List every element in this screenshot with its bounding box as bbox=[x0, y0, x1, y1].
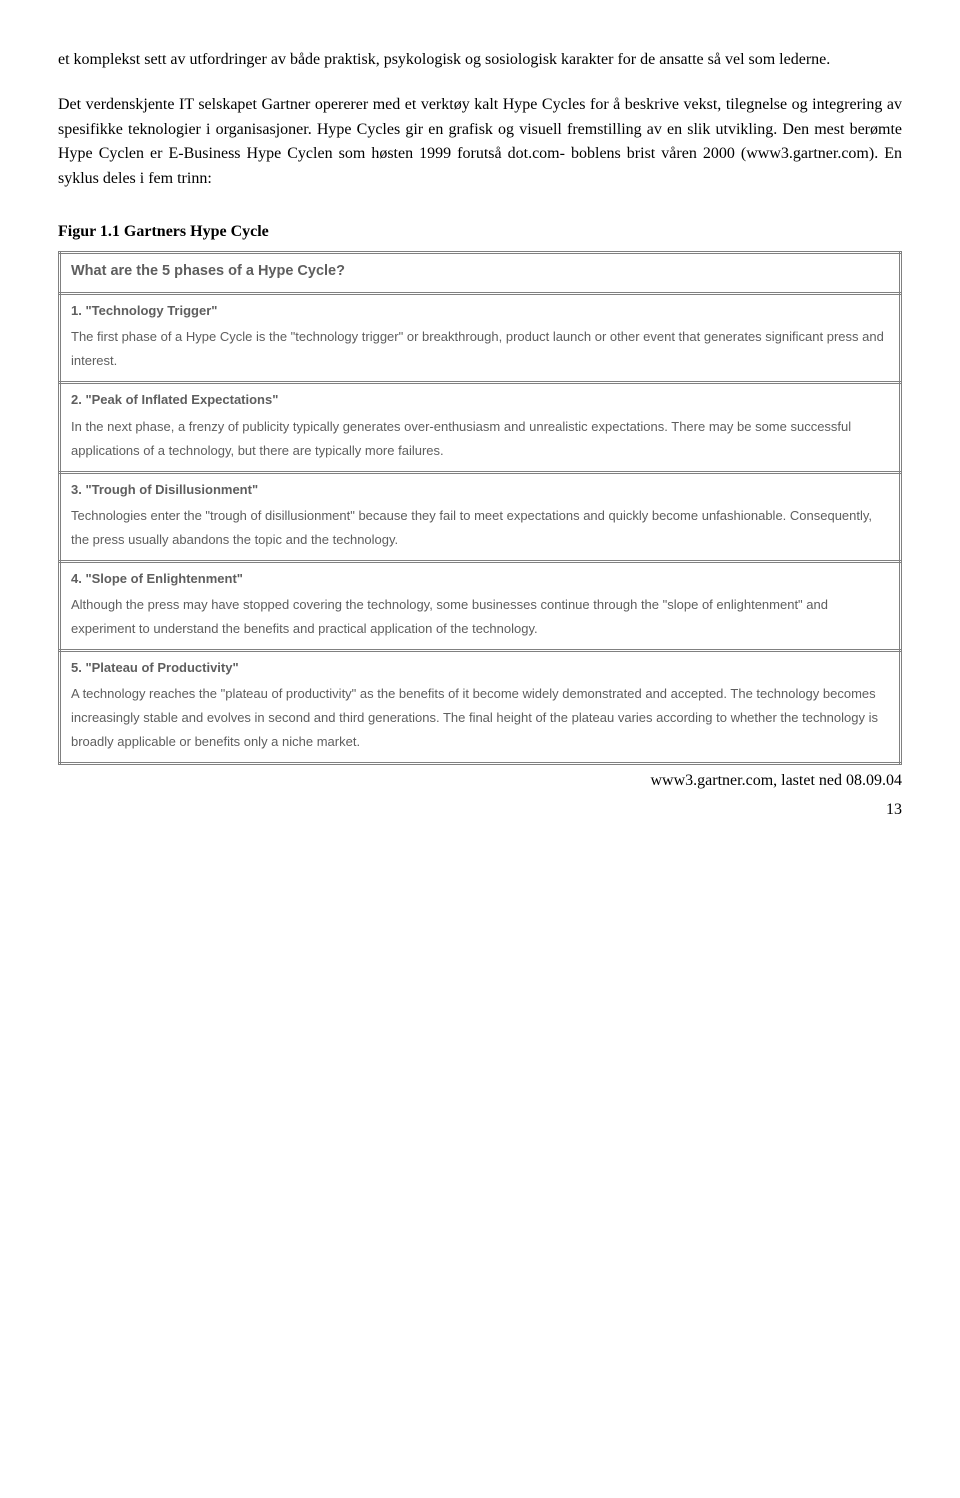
source-footer: www3.gartner.com, lastet ned 08.09.04 bbox=[58, 769, 902, 794]
phase-body: The first phase of a Hype Cycle is the "… bbox=[71, 325, 889, 373]
table-header: What are the 5 phases of a Hype Cycle? bbox=[71, 260, 889, 282]
intro-paragraph-1: et komplekst sett av utfordringer av båd… bbox=[58, 48, 902, 73]
phase-body: A technology reaches the "plateau of pro… bbox=[71, 682, 889, 754]
table-row: 5. "Plateau of Productivity" A technolog… bbox=[60, 651, 901, 764]
phase-body: In the next phase, a frenzy of publicity… bbox=[71, 415, 889, 463]
phase-title: 4. "Slope of Enlightenment" bbox=[71, 569, 889, 589]
table-row: 3. "Trough of Disillusionment" Technolog… bbox=[60, 472, 901, 561]
table-row: 4. "Slope of Enlightenment" Although the… bbox=[60, 561, 901, 650]
phase-title: 5. "Plateau of Productivity" bbox=[71, 658, 889, 678]
phase-title: 3. "Trough of Disillusionment" bbox=[71, 480, 889, 500]
table-row: 1. "Technology Trigger" The first phase … bbox=[60, 294, 901, 383]
phase-body: Technologies enter the "trough of disill… bbox=[71, 504, 889, 552]
phase-title: 1. "Technology Trigger" bbox=[71, 301, 889, 321]
table-row: What are the 5 phases of a Hype Cycle? bbox=[60, 252, 901, 293]
page-number: 13 bbox=[58, 798, 902, 823]
intro-paragraph-2: Det verdenskjente IT selskapet Gartner o… bbox=[58, 93, 902, 192]
intro-text: et komplekst sett av utfordringer av båd… bbox=[58, 48, 902, 192]
phase-body: Although the press may have stopped cove… bbox=[71, 593, 889, 641]
hype-cycle-table: What are the 5 phases of a Hype Cycle? 1… bbox=[58, 251, 902, 766]
figure-title: Figur 1.1 Gartners Hype Cycle bbox=[58, 220, 902, 245]
phase-title: 2. "Peak of Inflated Expectations" bbox=[71, 390, 889, 410]
table-row: 2. "Peak of Inflated Expectations" In th… bbox=[60, 383, 901, 472]
